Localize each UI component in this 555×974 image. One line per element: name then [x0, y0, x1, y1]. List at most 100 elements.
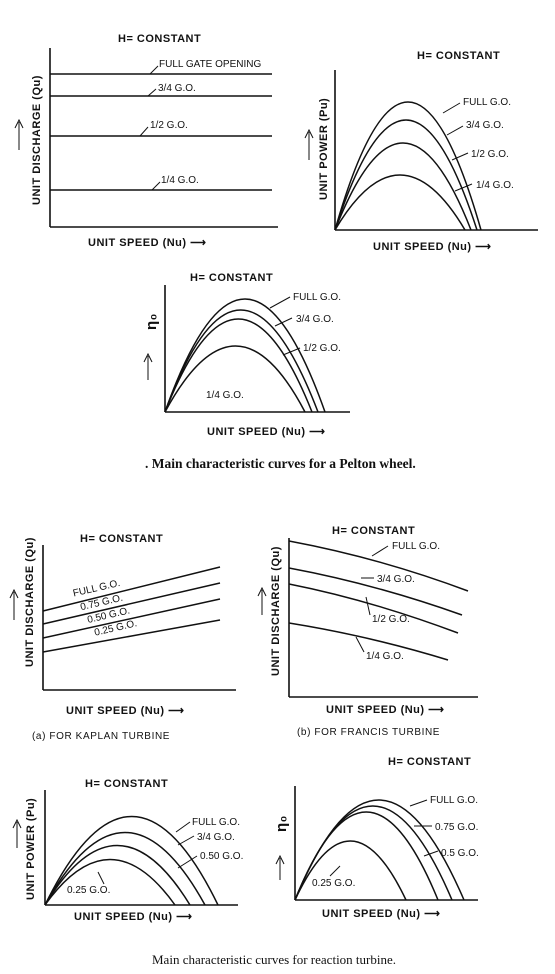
pointer-line — [446, 125, 464, 136]
pointer-line — [177, 855, 198, 869]
pointer-line — [269, 296, 291, 309]
curve-label: 3/4 G.O. — [197, 832, 235, 843]
kaplan-curve-labels: FULL G.O. 0.75 G.O. 0.50 G.O. 0.25 G.O. — [72, 578, 138, 639]
francis-discharge-x-label: UNIT SPEED (Nu) ⟶ — [326, 704, 444, 716]
pelton-efficiency-diagram: H= CONSTANT FULL G.O. 3/4 G.O. 1/2 G.O. … — [143, 272, 350, 438]
curve-0-50-go — [42, 598, 221, 639]
curve-0-75-go — [42, 582, 221, 625]
francis-discharge-curves — [288, 540, 469, 661]
curve-full-go — [44, 815, 219, 906]
kaplan-discharge-diagram: H= CONSTANT FULL G.O. 0.75 G.O. 0.50 G.O… — [9, 533, 236, 742]
pointer-line — [147, 88, 157, 97]
arrow-up-icon — [275, 854, 285, 880]
curve-3-4-go — [164, 309, 319, 413]
francis-discharge-diagram: H= CONSTANT FULL G.O. 3/4 G.O. 1/2 G.O. … — [257, 525, 478, 738]
pointer-line — [423, 850, 439, 857]
curve-label: 3/4 G.O. — [377, 574, 415, 585]
pointer-line — [175, 821, 191, 833]
curve-label: 3/4 G.O. — [466, 120, 504, 131]
pelton-power-curves — [334, 101, 482, 231]
kaplan-discharge-y-label: UNIT DISCHARGE (Qu) — [24, 537, 36, 667]
pelton-power-x-label: UNIT SPEED (Nu) ⟶ — [373, 241, 491, 253]
curve-label: 1/2 G.O. — [303, 343, 341, 354]
arrow-up-icon — [9, 588, 19, 620]
curve-label: 1/2 G.O. — [471, 149, 509, 160]
pointer-line — [149, 65, 159, 75]
curve-1-2-go — [334, 142, 472, 231]
pelton-figure-caption: . Main characteristic curves for a Pelto… — [145, 456, 416, 471]
pointer-line — [365, 596, 371, 616]
arrow-up-icon — [14, 118, 24, 150]
curve-label: 1/4 G.O. — [206, 390, 244, 401]
pelton-power-y-label: UNIT POWER (Pu) — [318, 98, 330, 200]
curve-0-25-go — [44, 858, 176, 906]
curve-label: 1/2 G.O. — [372, 614, 410, 625]
reaction-efficiency-title: H= CONSTANT — [388, 756, 471, 768]
pelton-efficiency-curves — [164, 298, 326, 413]
curve-1-2-go — [164, 318, 313, 413]
curve-1-4-go — [164, 345, 306, 413]
pointer-line — [151, 181, 161, 191]
reaction-power-diagram: H= CONSTANT FULL G.O. 3/4 G.O. 0.50 G.O.… — [12, 778, 243, 923]
curve-label: 1/4 G.O. — [366, 651, 404, 662]
curve-1-4-go — [334, 174, 466, 231]
curve-3-4-go — [334, 119, 478, 231]
pointer-line — [355, 636, 365, 653]
kaplan-discharge-title: H= CONSTANT — [80, 533, 163, 545]
arrow-up-icon — [12, 818, 22, 848]
arrow-up-icon — [304, 128, 314, 160]
curve-0-50-go — [44, 844, 191, 906]
pointer-line — [442, 102, 461, 114]
curve-label: 3/4 G.O. — [158, 83, 196, 94]
curve-label: 0.25 G.O. — [312, 878, 355, 889]
curve-label: 1/4 G.O. — [476, 180, 514, 191]
reaction-efficiency-x-label: UNIT SPEED (Nu) ⟶ — [322, 908, 440, 920]
curve-label: 0.25 G.O. — [67, 885, 110, 896]
pelton-power-title: H= CONSTANT — [417, 50, 500, 62]
francis-subcaption: (b) FOR FRANCIS TURBINE — [297, 727, 440, 738]
pelton-discharge-diagram: H= CONSTANT FULL GATE OPENING 3/4 G.O. 1… — [14, 33, 278, 249]
curve-label: 3/4 G.O. — [296, 314, 334, 325]
curve-label: FULL G.O. — [392, 541, 440, 552]
pointer-line — [409, 799, 428, 807]
curve-1-4-go — [288, 622, 449, 661]
curve-3-4-go — [288, 567, 463, 616]
kaplan-discharge-curves — [42, 566, 221, 653]
curve-full-go — [164, 298, 326, 413]
curve-label: FULL G.O. — [430, 795, 478, 806]
pelton-power-diagram: H= CONSTANT FULL G.O. 3/4 G.O. 1/2 G.O. … — [304, 50, 538, 253]
francis-discharge-y-label: UNIT DISCHARGE (Qu) — [270, 546, 282, 676]
curve-label: FULL G.O. — [192, 817, 240, 828]
reaction-figure-caption: Main characteristic curves for reaction … — [152, 952, 396, 967]
curve-label: 0.5 G.O. — [441, 848, 479, 859]
pointer-line — [454, 183, 473, 192]
curve-full-go — [42, 566, 221, 612]
pointer-line — [97, 871, 105, 885]
pointer-line — [139, 126, 149, 137]
arrow-up-icon — [143, 352, 153, 380]
curve-3-4-go — [44, 832, 206, 906]
reaction-power-x-label: UNIT SPEED (Nu) ⟶ — [74, 911, 192, 923]
reaction-efficiency-y-label: η₀ — [273, 815, 290, 832]
curve-label: 1/4 G.O. — [161, 175, 199, 186]
reaction-power-title: H= CONSTANT — [85, 778, 168, 790]
kaplan-discharge-x-label: UNIT SPEED (Nu) ⟶ — [66, 705, 184, 717]
pointer-line — [282, 347, 301, 356]
curve-0-25-go — [294, 840, 407, 901]
pointer-line — [451, 152, 469, 161]
reaction-efficiency-diagram: H= CONSTANT FULL G.O. 0.75 G.O. 0.5 G.O.… — [273, 756, 479, 920]
curve-label: 0.75 G.O. — [435, 822, 478, 833]
curve-label: FULL GATE OPENING — [159, 59, 261, 70]
curve-label: FULL G.O. — [293, 292, 341, 303]
pointer-line — [371, 545, 389, 557]
pelton-discharge-curves — [50, 73, 272, 191]
pointer-line — [177, 835, 195, 846]
reaction-power-y-label: UNIT POWER (Pu) — [25, 798, 37, 900]
curve-label: FULL G.O. — [463, 97, 511, 108]
pointer-line — [329, 865, 341, 877]
curve-0-25-go — [42, 619, 221, 653]
pelton-efficiency-x-label: UNIT SPEED (Nu) ⟶ — [207, 426, 325, 438]
curve-full-go — [334, 101, 482, 231]
pelton-discharge-x-label: UNIT SPEED (Nu) ⟶ — [88, 237, 206, 249]
francis-discharge-title: H= CONSTANT — [332, 525, 415, 537]
